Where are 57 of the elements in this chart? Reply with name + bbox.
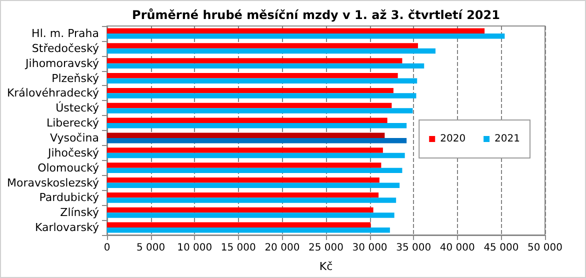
bar (107, 212, 394, 218)
bar (107, 28, 485, 34)
chart-title: Průměrné hrubé měsíční mzdy v 1. až 3. čtvrtletí 2021 (132, 8, 500, 22)
y-tick-label: Jihočeský (46, 146, 100, 160)
bar (107, 123, 407, 128)
bar (107, 63, 424, 69)
bar (107, 138, 407, 144)
bar (107, 132, 385, 138)
y-tick-label: Královéhradecký (6, 86, 100, 100)
y-tick-label: Středočeský (32, 42, 100, 55)
y-tick-label: Liberecký (46, 116, 100, 130)
x-tick-label: 45 000 (484, 242, 519, 254)
bar (107, 228, 390, 233)
x-tick-label: 50 000 (528, 242, 562, 254)
y-tick-label: Hl. m. Praha (32, 26, 99, 40)
bar (107, 207, 374, 213)
bar (107, 152, 405, 158)
legend-label: 2021 (494, 134, 520, 144)
bar (107, 182, 400, 188)
bar (107, 108, 413, 114)
bar (107, 88, 394, 94)
bar (107, 43, 418, 48)
bar (107, 168, 402, 174)
bar (107, 33, 505, 39)
bar (107, 192, 379, 198)
x-tick-label: 5 000 (136, 242, 166, 254)
bar (107, 73, 398, 78)
y-tick-label: Pardubický (39, 191, 100, 204)
legend-label: 2020 (440, 134, 466, 144)
bar (107, 198, 396, 203)
bar (107, 48, 436, 54)
bar (107, 58, 402, 64)
y-tick-label: Ústecký (56, 100, 100, 115)
bar (107, 148, 383, 153)
y-tick-label: Plzeňský (52, 72, 100, 85)
x-axis-title: Kč (319, 260, 333, 273)
x-tick-label: 30 000 (352, 242, 388, 254)
bar (107, 118, 388, 124)
x-tick-label: 20 000 (264, 242, 300, 254)
bar (107, 162, 382, 168)
y-tick-label: Jihomoravský (24, 56, 100, 70)
x-tick-label: 0 (104, 242, 110, 254)
x-tick-label: 35 000 (396, 242, 432, 254)
x-tick-label: 10 000 (177, 242, 212, 254)
x-tick-label: 25 000 (308, 242, 344, 254)
y-tick-label: Moravskoslezský (7, 176, 100, 190)
bar (107, 178, 380, 183)
x-tick-label: 40 000 (440, 242, 475, 254)
bar (107, 78, 418, 84)
bar (107, 102, 392, 108)
bar (107, 222, 371, 228)
bar (107, 93, 416, 98)
x-tick-label: 15 000 (220, 242, 256, 254)
y-tick-label: Karlovarský (34, 221, 100, 234)
y-tick-label: Olomoucký (38, 161, 100, 174)
y-tick-label: Zlínský (60, 206, 100, 220)
y-tick-label: Vysočina (50, 131, 99, 144)
